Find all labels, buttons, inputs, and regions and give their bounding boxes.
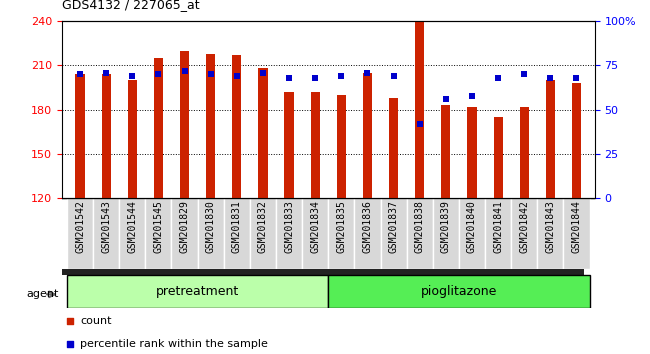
- Text: GSM201840: GSM201840: [467, 200, 477, 253]
- Bar: [459, 198, 485, 269]
- Bar: [127, 80, 137, 198]
- Point: [231, 73, 242, 79]
- Bar: [285, 92, 294, 198]
- Text: agent: agent: [26, 289, 58, 299]
- Text: GSM201841: GSM201841: [493, 200, 503, 253]
- Point: [284, 75, 294, 81]
- Bar: [101, 74, 111, 198]
- Bar: [389, 98, 398, 198]
- Bar: [311, 92, 320, 198]
- Bar: [467, 107, 476, 198]
- Text: GSM201544: GSM201544: [127, 200, 137, 253]
- Point: [415, 121, 425, 127]
- Bar: [485, 198, 511, 269]
- Text: GSM201832: GSM201832: [258, 200, 268, 253]
- Text: GSM201842: GSM201842: [519, 200, 529, 253]
- Text: GSM201829: GSM201829: [179, 200, 190, 253]
- Text: GSM201835: GSM201835: [336, 200, 346, 253]
- Bar: [415, 21, 424, 198]
- Text: percentile rank within the sample: percentile rank within the sample: [81, 339, 268, 349]
- Bar: [119, 198, 146, 269]
- Text: GSM201543: GSM201543: [101, 200, 111, 253]
- Point: [205, 72, 216, 77]
- Text: GSM201545: GSM201545: [153, 200, 163, 253]
- Point: [153, 72, 164, 77]
- Bar: [180, 51, 189, 198]
- Point: [101, 70, 111, 75]
- Point: [362, 70, 372, 75]
- Point: [336, 73, 346, 79]
- Bar: [75, 74, 84, 198]
- Point: [519, 72, 529, 77]
- Bar: [93, 198, 119, 269]
- Bar: [146, 198, 172, 269]
- Point: [64, 341, 75, 347]
- Bar: [328, 275, 590, 308]
- Text: GSM201837: GSM201837: [389, 200, 398, 253]
- Text: GSM201844: GSM201844: [571, 200, 582, 253]
- Point: [545, 75, 556, 81]
- Bar: [276, 198, 302, 269]
- Point: [388, 73, 398, 79]
- Bar: [232, 55, 241, 198]
- Bar: [154, 58, 163, 198]
- Text: GSM201542: GSM201542: [75, 200, 85, 253]
- Bar: [250, 198, 276, 269]
- Text: GSM201838: GSM201838: [415, 200, 424, 253]
- Bar: [67, 198, 93, 269]
- Bar: [302, 198, 328, 269]
- Point: [310, 75, 320, 81]
- Bar: [564, 198, 590, 269]
- Bar: [511, 198, 538, 269]
- Bar: [328, 198, 354, 269]
- Bar: [546, 80, 555, 198]
- Text: GSM201836: GSM201836: [363, 200, 372, 253]
- Bar: [407, 198, 433, 269]
- Point: [127, 73, 138, 79]
- Bar: [198, 198, 224, 269]
- Bar: [572, 83, 581, 198]
- Bar: [441, 105, 450, 198]
- Text: GSM201830: GSM201830: [205, 200, 216, 253]
- Bar: [363, 73, 372, 198]
- Point: [441, 96, 451, 102]
- Point: [179, 68, 190, 74]
- Bar: [519, 107, 529, 198]
- Bar: [206, 54, 215, 198]
- Text: GSM201833: GSM201833: [284, 200, 294, 253]
- Text: pioglitazone: pioglitazone: [421, 285, 497, 298]
- Point: [64, 318, 75, 324]
- Bar: [258, 68, 268, 198]
- Bar: [337, 95, 346, 198]
- Point: [258, 70, 268, 75]
- Bar: [493, 117, 502, 198]
- Bar: [433, 198, 459, 269]
- Bar: [380, 198, 407, 269]
- Bar: [62, 269, 584, 275]
- Text: GDS4132 / 227065_at: GDS4132 / 227065_at: [62, 0, 200, 11]
- Point: [493, 75, 503, 81]
- Text: pretreatment: pretreatment: [156, 285, 239, 298]
- Point: [75, 72, 85, 77]
- Text: GSM201831: GSM201831: [232, 200, 242, 253]
- Text: GSM201843: GSM201843: [545, 200, 555, 253]
- Bar: [224, 198, 250, 269]
- Bar: [354, 198, 380, 269]
- Point: [467, 93, 477, 98]
- Point: [571, 75, 582, 81]
- Bar: [538, 198, 564, 269]
- Bar: [172, 198, 198, 269]
- Text: count: count: [81, 316, 112, 326]
- Text: GSM201839: GSM201839: [441, 200, 451, 253]
- Bar: [67, 275, 328, 308]
- Text: GSM201834: GSM201834: [310, 200, 320, 253]
